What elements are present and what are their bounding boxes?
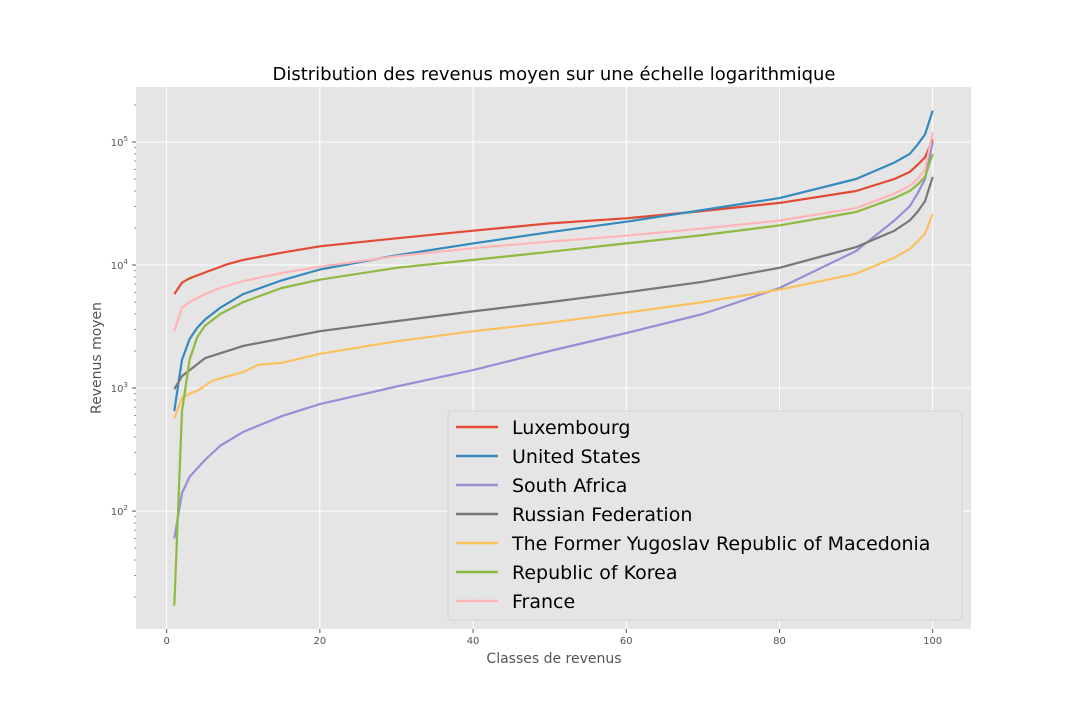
x-tick-label: 80 (773, 636, 786, 647)
y-tick-label: 103 (111, 381, 128, 395)
legend-label: Republic of Korea (512, 562, 677, 584)
y-tick-label: 105 (111, 135, 128, 149)
legend-label: The Former Yugoslav Republic of Macedoni… (511, 533, 930, 555)
x-tick-label: 0 (163, 636, 169, 647)
axis-ticks: 0 20 40 60 80 100 102 103 104 105 (111, 104, 942, 647)
legend-label: France (512, 591, 575, 613)
chart-title: Distribution des revenus moyen sur une é… (272, 64, 835, 85)
legend-box (447, 410, 963, 621)
series-line-republic-of-korea (173, 153, 934, 606)
series-lines (173, 110, 934, 606)
y-tick-label: 104 (111, 258, 129, 272)
legend-label: Luxembourg (512, 417, 630, 439)
legend-label: South Africa (512, 475, 627, 497)
series-line-the-former-yugoslav-republic-of-macedonia (173, 213, 934, 419)
series-line-luxembourg (173, 138, 934, 295)
series-line-south-africa (173, 141, 934, 539)
series-line-france (173, 132, 934, 332)
legend: Luxembourg United States South Africa Russi… (447, 410, 963, 621)
legend-label: United States (512, 446, 641, 468)
legend-label: Russian Federation (512, 504, 692, 526)
y-tick-label: 102 (111, 504, 128, 518)
x-axis-label: Classes de revenus (486, 651, 621, 667)
series-line-russian-federation (173, 176, 934, 390)
x-tick-label: 40 (467, 636, 480, 647)
x-tick-label: 100 (923, 636, 942, 647)
x-tick-label: 60 (620, 636, 633, 647)
series-line-united-states (173, 110, 934, 412)
y-axis-label: Revenus moyen (89, 302, 105, 414)
x-tick-label: 20 (313, 636, 326, 647)
